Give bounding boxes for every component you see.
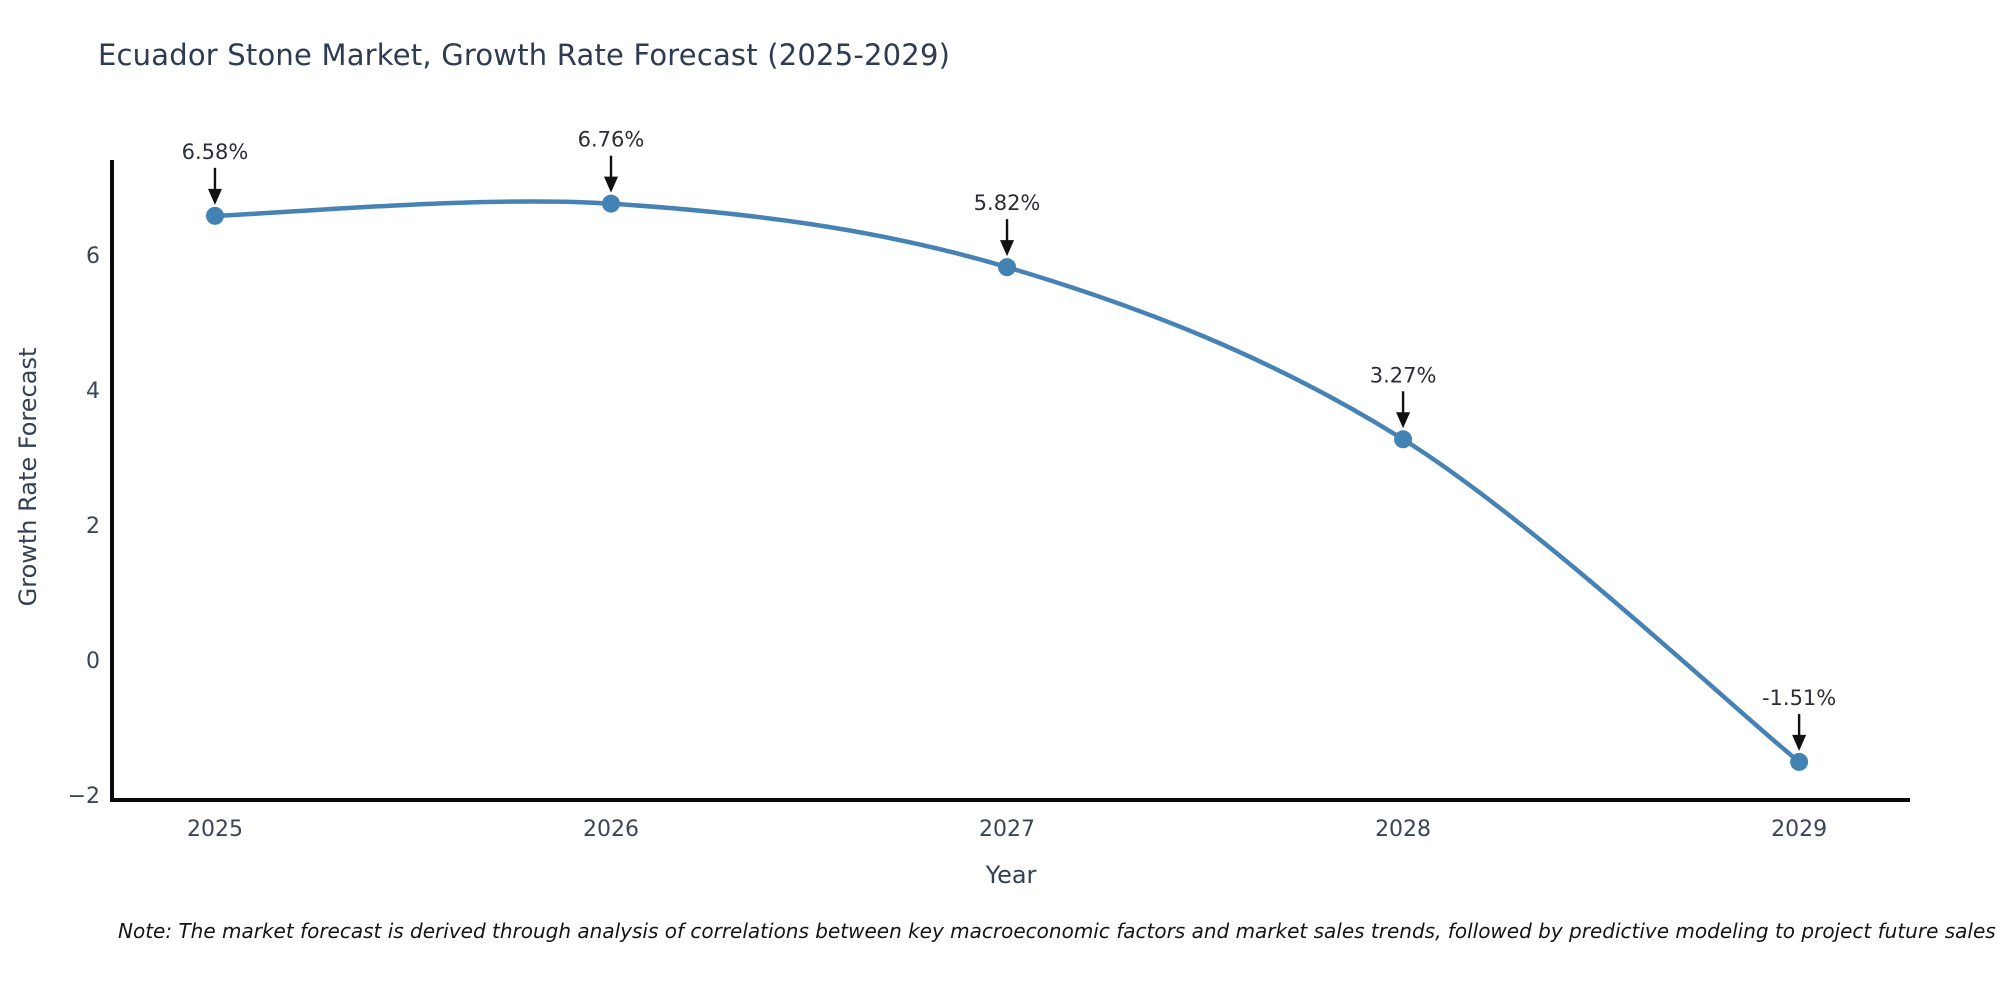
data-point-marker	[1394, 430, 1413, 449]
y-tick-label: 4	[86, 379, 100, 404]
annotation-arrowhead	[207, 188, 222, 205]
data-point-marker	[602, 194, 621, 213]
x-tick-label: 2026	[583, 817, 639, 842]
data-point-label: 6.76%	[578, 128, 645, 152]
chart-title: Ecuador Stone Market, Growth Rate Foreca…	[98, 38, 951, 72]
y-tick-label: 0	[86, 649, 100, 674]
y-tick-label: 6	[86, 244, 100, 269]
y-tick-label: 2	[86, 514, 100, 539]
y-tick-label: −2	[68, 784, 100, 809]
data-point-marker	[205, 206, 224, 225]
chart-footnote: Note: The market forecast is derived thr…	[118, 919, 1996, 943]
annotation-arrowhead	[1792, 734, 1807, 751]
x-tick-label: 2027	[979, 817, 1035, 842]
x-axis-label: Year	[985, 861, 1037, 889]
data-point-marker	[1790, 752, 1809, 771]
data-point-label: -1.51%	[1762, 686, 1836, 710]
trend-line	[212, 199, 1802, 765]
annotation-arrowhead	[604, 176, 619, 193]
x-tick-label: 2028	[1375, 817, 1431, 842]
data-point-label: 3.27%	[1370, 363, 1437, 387]
data-point-label: 6.58%	[182, 140, 249, 164]
data-point-label: 5.82%	[974, 191, 1041, 215]
annotation-arrowhead	[1396, 412, 1411, 429]
annotation-arrowhead	[1000, 240, 1015, 257]
x-tick-label: 2029	[1771, 817, 1827, 842]
x-tick-label: 2025	[187, 817, 243, 842]
data-point-marker	[998, 258, 1017, 277]
